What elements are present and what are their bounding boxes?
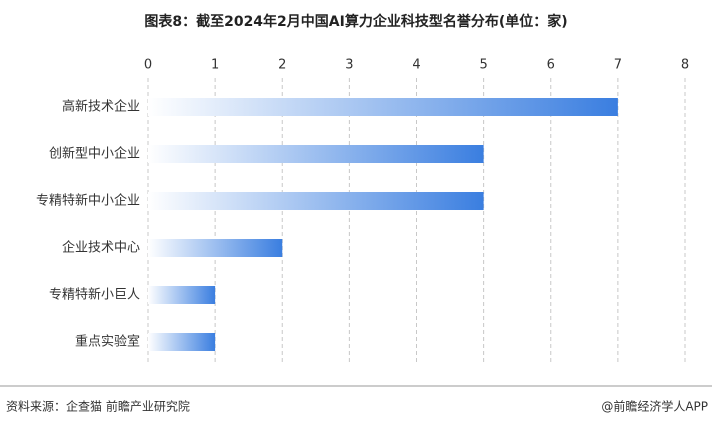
- bar: [148, 239, 283, 257]
- y-tick-label: 创新型中小企业: [49, 146, 140, 162]
- y-tick-label: 企业技术中心: [62, 240, 140, 256]
- source: 资料来源：企查猫 前瞻产业研究院: [6, 399, 190, 414]
- x-tick-label: 4: [412, 58, 420, 73]
- x-tick-label: 5: [479, 58, 487, 73]
- bar: [148, 286, 216, 304]
- y-tick-label: 高新技术企业: [62, 99, 140, 115]
- credit: @前瞻经济学人APP: [601, 399, 708, 414]
- x-tick-label: 1: [211, 58, 219, 73]
- y-tick-label: 专精特新中小企业: [36, 193, 140, 209]
- bar: [148, 192, 484, 210]
- x-tick-label: 8: [681, 58, 689, 73]
- chart-title: 图表8：截至2024年2月中国AI算力企业科技型名誉分布(单位：家): [144, 13, 567, 30]
- y-tick-label: 专精特新小巨人: [49, 287, 140, 303]
- x-tick-label: 6: [547, 58, 555, 73]
- x-tick-label: 0: [144, 58, 152, 73]
- bar: [148, 145, 484, 163]
- x-tick-label: 3: [345, 58, 353, 73]
- x-tick-label: 2: [278, 58, 286, 73]
- bar: [148, 333, 216, 351]
- y-tick-label: 重点实验室: [75, 334, 140, 350]
- bar: [148, 98, 618, 116]
- x-tick-label: 7: [614, 58, 622, 73]
